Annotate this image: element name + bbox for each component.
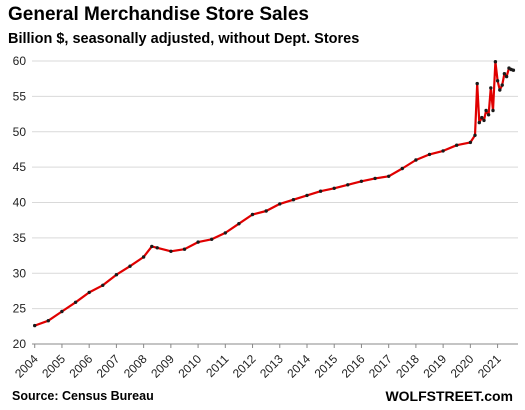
brand-watermark: WOLFSTREET.com [385,388,513,404]
x-tick-label: 2019 [420,352,449,381]
data-point [278,202,282,206]
data-point [484,108,488,113]
y-tick-label: 45 [13,160,27,174]
data-point [455,143,459,147]
data-point [489,86,493,90]
data-point [237,222,241,226]
data-point [511,68,516,72]
source-note: Source: Census Bureau [12,389,154,403]
data-point [33,323,37,328]
data-point [196,240,200,244]
chart-subtitle: Billion $, seasonally adjusted, without … [8,31,360,47]
data-point [486,113,491,117]
x-tick-label: 2014 [284,352,313,381]
series-line [34,60,514,327]
data-point [223,231,227,235]
x-tick-label: 2006 [67,352,96,381]
y-axis-ticks: 20 25 30 35 40 45 50 55 60 [13,54,27,351]
x-tick-label: 2008 [121,352,150,381]
data-point [473,133,477,137]
data-point [291,198,296,202]
data-point [101,283,105,287]
y-tick-label: 50 [13,125,27,139]
x-tick-label: 2015 [312,352,341,381]
x-tick-label: 2016 [339,352,368,381]
y-tick-label: 35 [13,231,27,245]
data-point [155,246,159,250]
chart-title: General Merchandise Store Sales [8,4,309,25]
x-tick-label: 2010 [175,352,204,381]
data-point [73,300,78,304]
y-tick-label: 20 [13,337,27,351]
x-tick-label: 2017 [366,352,395,381]
data-point [414,158,418,162]
data-point [441,149,445,153]
plot-area [33,60,516,328]
data-point [60,309,64,314]
data-point [332,186,336,190]
y-tick-label: 25 [13,302,27,316]
data-point [250,212,255,217]
data-point [210,237,214,241]
y-tick-label: 60 [13,54,27,68]
data-point [491,108,495,113]
x-tick-label: 2020 [448,352,477,381]
data-point [264,209,268,213]
data-point [150,244,154,249]
x-tick-label: 2004 [12,352,41,381]
data-point [427,152,432,157]
x-tick-label: 2018 [393,352,422,381]
y-tick-label: 30 [13,266,27,280]
data-point [373,176,377,181]
data-point [318,189,323,193]
data-point [493,60,498,64]
x-tick-label: 2021 [475,352,504,381]
gridlines [32,60,518,345]
data-point [495,79,500,83]
data-point [182,247,187,251]
data-point [46,319,50,323]
data-point [305,193,309,198]
x-tick-label: 2007 [94,352,123,381]
data-point [498,88,502,92]
x-tick-label: 2011 [203,352,231,380]
y-tick-label: 55 [13,89,27,103]
data-point [477,120,481,125]
data-point [87,290,91,295]
data-point [480,115,484,120]
y-tick-label: 40 [13,196,27,210]
data-point [128,264,132,268]
data-point [502,72,507,76]
data-point [114,273,119,277]
x-tick-label: 2005 [39,352,68,381]
x-tick-label: 2012 [230,352,259,381]
data-point [359,179,364,183]
data-point [504,74,509,79]
data-point [346,183,350,187]
data-point [400,166,404,171]
data-point [468,140,473,145]
data-point [169,249,173,253]
data-point [475,81,479,86]
data-point [141,255,146,259]
data-point [482,118,486,123]
data-point [500,83,504,87]
x-tick-label: 2013 [257,352,286,381]
data-point [387,174,391,178]
x-tick-label: 2009 [148,352,177,381]
